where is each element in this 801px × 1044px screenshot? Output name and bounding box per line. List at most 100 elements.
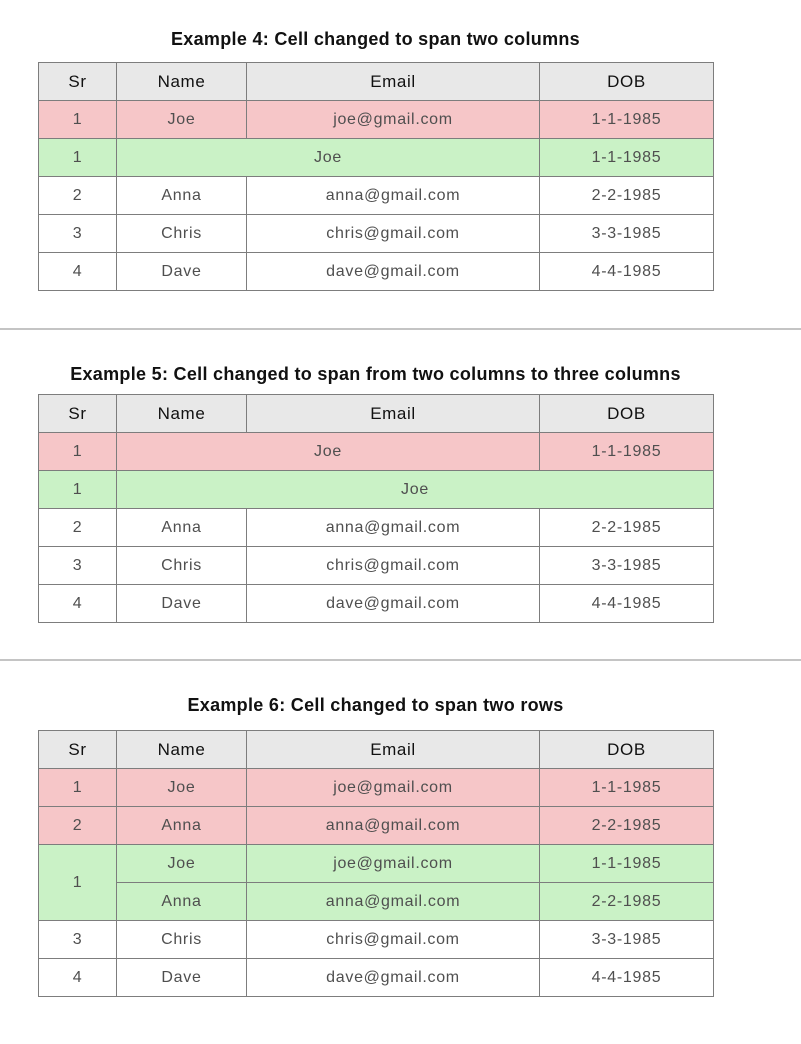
table-cell: anna@gmail.com bbox=[246, 176, 540, 215]
column-header: Sr bbox=[38, 730, 117, 769]
table-cell: 3 bbox=[38, 214, 117, 253]
column-header: Name bbox=[116, 730, 247, 769]
example-section-6: Example 6: Cell changed to span two rows… bbox=[0, 693, 714, 997]
column-header: Sr bbox=[38, 62, 117, 101]
table-row: 2 Anna anna@gmail.com 2-2-1985 bbox=[38, 806, 714, 845]
table-cell: 4-4-1985 bbox=[539, 958, 714, 997]
table-cell: 4 bbox=[38, 584, 117, 623]
table-cell: joe@gmail.com bbox=[246, 768, 540, 807]
table-cell: 4-4-1985 bbox=[539, 584, 714, 623]
table-cell: 2-2-1985 bbox=[539, 176, 714, 215]
table-cell: chris@gmail.com bbox=[246, 214, 540, 253]
header-row: Sr Name Email DOB bbox=[38, 394, 714, 433]
table-cell: 1 bbox=[38, 844, 117, 921]
table-cell: 1 bbox=[38, 138, 117, 177]
column-header: Email bbox=[246, 730, 540, 769]
header-row: Sr Name Email DOB bbox=[38, 730, 714, 769]
table-cell: Anna bbox=[116, 176, 247, 215]
spans-table: Sr Name Email DOB 1 Joe joe@gmail.com 1-1-1985… bbox=[38, 730, 714, 997]
section-title: Example 6: Cell changed to span two rows bbox=[187, 695, 564, 715]
table-row: 1 Joe 1-1-1985 bbox=[38, 432, 714, 471]
table-cell: 3-3-1985 bbox=[539, 214, 714, 253]
table-cell: Joe bbox=[116, 100, 247, 139]
column-header: Name bbox=[116, 394, 247, 433]
table-cell: 1 bbox=[38, 432, 117, 471]
table-cell: Chris bbox=[116, 214, 247, 253]
section-divider bbox=[0, 328, 801, 330]
table-row: 4 Dave dave@gmail.com 4-4-1985 bbox=[38, 584, 714, 623]
column-header: DOB bbox=[539, 62, 714, 101]
table-cell: 1-1-1985 bbox=[539, 138, 714, 177]
section-title: Example 4: Cell changed to span two colu… bbox=[171, 29, 580, 49]
table-cell: 1 bbox=[38, 768, 117, 807]
table-row: 2 Anna anna@gmail.com 2-2-1985 bbox=[38, 508, 714, 547]
table-cell: chris@gmail.com bbox=[246, 920, 540, 959]
table-cell: anna@gmail.com bbox=[246, 508, 540, 547]
table-cell: 1-1-1985 bbox=[539, 768, 714, 807]
table-cell: Dave bbox=[116, 958, 247, 997]
table-cell: Joe bbox=[116, 138, 540, 177]
table-row: 1 Joe bbox=[38, 470, 714, 509]
table-cell: 4 bbox=[38, 252, 117, 291]
table-cell: anna@gmail.com bbox=[246, 882, 540, 921]
column-header: Sr bbox=[38, 394, 117, 433]
table-cell: joe@gmail.com bbox=[246, 100, 540, 139]
table-cell: chris@gmail.com bbox=[246, 546, 540, 585]
column-header: Email bbox=[246, 394, 540, 433]
table-cell: 3 bbox=[38, 920, 117, 959]
column-header: DOB bbox=[539, 394, 714, 433]
table-cell: 2-2-1985 bbox=[539, 882, 714, 921]
table-cell: joe@gmail.com bbox=[246, 844, 540, 883]
table-cell: Joe bbox=[116, 768, 247, 807]
table-cell: 2 bbox=[38, 508, 117, 547]
table-cell: dave@gmail.com bbox=[246, 584, 540, 623]
column-header: Name bbox=[116, 62, 247, 101]
table-row: 1 Joe joe@gmail.com 1-1-1985 bbox=[38, 844, 714, 921]
table-cell: Chris bbox=[116, 920, 247, 959]
table-cell: Joe bbox=[116, 844, 247, 883]
table-cell: Dave bbox=[116, 252, 247, 291]
table-row: 2 Anna anna@gmail.com 2-2-1985 bbox=[38, 176, 714, 215]
table-cell: Anna bbox=[116, 806, 247, 845]
table-cell: 2-2-1985 bbox=[539, 806, 714, 845]
table-cell: anna@gmail.com bbox=[246, 806, 540, 845]
table-cell: Joe bbox=[116, 470, 714, 509]
example-section-5: Example 5: Cell changed to span from two… bbox=[0, 362, 714, 623]
table-cell: Anna bbox=[116, 508, 247, 547]
table-cell: Joe bbox=[116, 432, 540, 471]
table-cell: 2 bbox=[38, 806, 117, 845]
table-row: 4 Dave dave@gmail.com 4-4-1985 bbox=[38, 958, 714, 997]
section-divider bbox=[0, 659, 801, 661]
table-cell: Dave bbox=[116, 584, 247, 623]
table-cell: 1-1-1985 bbox=[539, 844, 714, 883]
column-header: Email bbox=[246, 62, 540, 101]
column-header: DOB bbox=[539, 730, 714, 769]
table-cell: 1-1-1985 bbox=[539, 100, 714, 139]
table-cell: 1 bbox=[38, 100, 117, 139]
table-cell: 3 bbox=[38, 546, 117, 585]
table-cell: dave@gmail.com bbox=[246, 252, 540, 291]
table-cell: dave@gmail.com bbox=[246, 958, 540, 997]
table-cell: 2 bbox=[38, 176, 117, 215]
table-cell: 4-4-1985 bbox=[539, 252, 714, 291]
spans-table: Sr Name Email DOB 1 Joe 1-1-1985 1 Joe 2 Anna anna… bbox=[38, 394, 714, 623]
table-cell: 1-1-1985 bbox=[539, 432, 714, 471]
table-row: 1 Joe joe@gmail.com 1-1-1985 bbox=[38, 100, 714, 139]
table-row: Anna anna@gmail.com 2-2-1985 bbox=[39, 882, 714, 921]
section-title: Example 5: Cell changed to span from two… bbox=[70, 364, 681, 384]
table-row: 1 Joe 1-1-1985 bbox=[38, 138, 714, 177]
table-row: 3 Chris chris@gmail.com 3-3-1985 bbox=[38, 920, 714, 959]
table-row: 4 Dave dave@gmail.com 4-4-1985 bbox=[38, 252, 714, 291]
table-row: 3 Chris chris@gmail.com 3-3-1985 bbox=[38, 546, 714, 585]
example-section-4: Example 4: Cell changed to span two colu… bbox=[0, 0, 714, 291]
table-cell: Anna bbox=[116, 882, 247, 921]
table-row: 1 Joe joe@gmail.com 1-1-1985 bbox=[38, 768, 714, 807]
header-row: Sr Name Email DOB bbox=[38, 62, 714, 101]
table-cell: 4 bbox=[38, 958, 117, 997]
table-cell: 3-3-1985 bbox=[539, 546, 714, 585]
table-cell: 2-2-1985 bbox=[539, 508, 714, 547]
table-cell: 1 bbox=[38, 470, 117, 509]
table-row: 3 Chris chris@gmail.com 3-3-1985 bbox=[38, 214, 714, 253]
table-cell: 3-3-1985 bbox=[539, 920, 714, 959]
